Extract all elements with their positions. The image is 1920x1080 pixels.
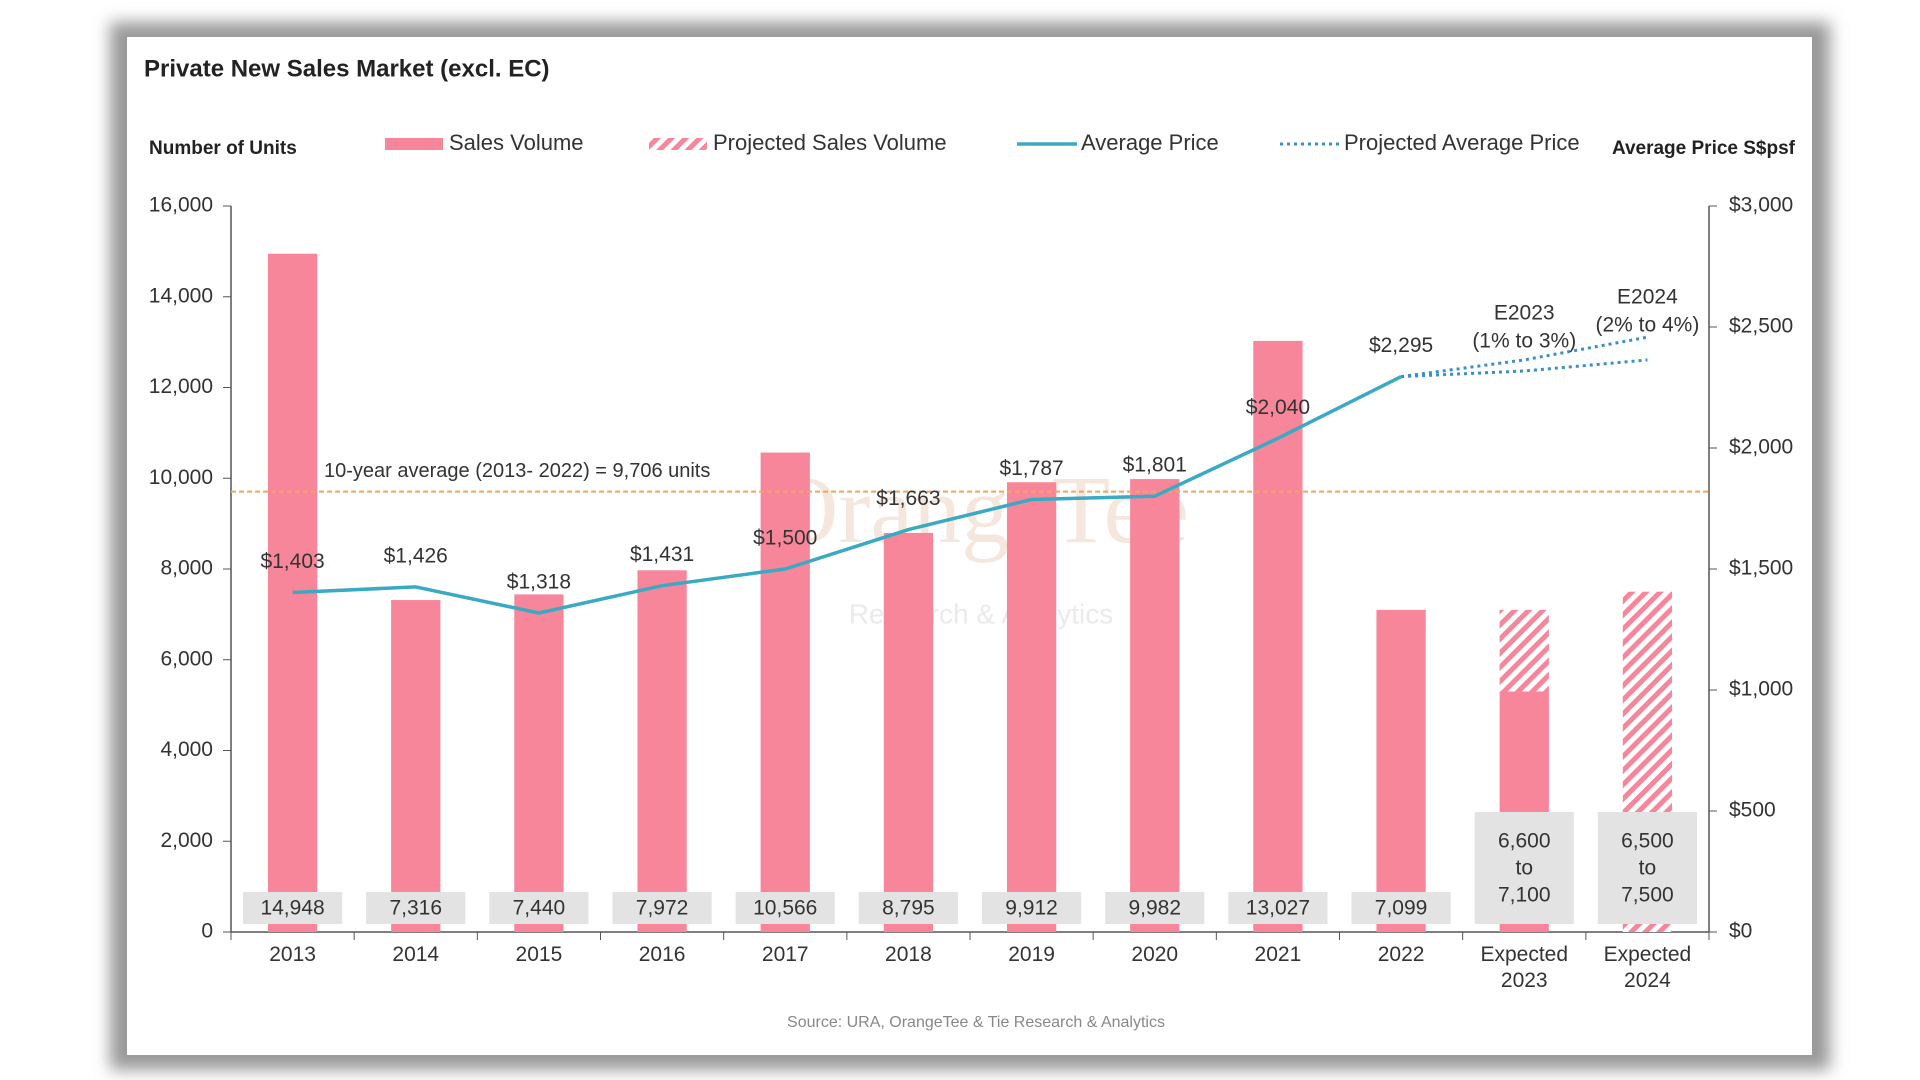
y2-tick-label: $0 — [1729, 920, 1752, 943]
x-tick-label: 2013 — [269, 943, 316, 966]
price-label: $1,318 — [507, 571, 571, 594]
source: Source: URA, OrangeTee & Tie Research & … — [787, 1014, 1165, 1031]
range-label-box — [1597, 812, 1697, 924]
x-tick-label: 2017 — [761, 943, 809, 966]
range-label: 6,500 — [1621, 830, 1674, 853]
bar — [883, 532, 934, 932]
legend-label: Sales Volume — [449, 130, 584, 155]
y-tick-label: 4,000 — [160, 738, 213, 761]
range-label: 7,500 — [1621, 884, 1674, 907]
price-label: $2,295 — [1369, 334, 1433, 357]
volume-label: 7,972 — [636, 897, 689, 920]
legend-label: Projected Sales Volume — [713, 130, 947, 155]
x-tick-label: 2018 — [885, 943, 932, 966]
volume-label-box — [982, 892, 1082, 924]
y-tick-label: 12,000 — [149, 375, 213, 398]
y2-tick-label: $3,000 — [1729, 194, 1793, 217]
legend-label: Projected Average Price — [1344, 130, 1580, 155]
x-tick-label: 2016 — [638, 943, 686, 966]
projected-price-low — [1401, 358, 1648, 379]
volume-label-box — [489, 892, 589, 924]
average-label: 10-year average (2013- 2022) = 9,706 uni… — [324, 460, 710, 482]
volume-label: 9,912 — [1005, 897, 1058, 920]
projection-note: E2024 — [1617, 286, 1678, 309]
volume-label: 7,316 — [389, 897, 442, 920]
volume-label: 9,982 — [1128, 897, 1181, 920]
price-label: $1,403 — [260, 550, 324, 573]
x-tick-label: 2022 — [1377, 943, 1425, 966]
x-tick-label: Expected 2023 — [1480, 943, 1569, 992]
bar — [760, 452, 810, 932]
bar — [1006, 482, 1057, 932]
bar — [1376, 609, 1426, 932]
y-tick-label: 8,000 — [160, 557, 213, 580]
x-tick-label: 2020 — [1131, 943, 1179, 966]
y-tick-label: 16,000 — [149, 194, 213, 217]
volume-label-box — [1105, 892, 1205, 924]
y2-tick-label: $1,000 — [1729, 678, 1793, 701]
legend-swatch — [385, 138, 443, 150]
y2-tick-label: $500 — [1729, 799, 1776, 822]
volume-label-box — [858, 892, 958, 924]
price-label: $1,426 — [384, 544, 448, 567]
projection-note: (2% to 4%) — [1595, 314, 1699, 337]
bar — [391, 600, 441, 932]
volume-label: 8,795 — [882, 897, 935, 920]
y-axis-label: Number of Units — [149, 138, 297, 159]
y2-tick-label: $1,500 — [1729, 557, 1793, 580]
y-tick-label: 14,000 — [149, 284, 213, 307]
volume-label: 10,566 — [753, 897, 817, 920]
range-label-box — [1474, 812, 1574, 924]
range-label: 6,600 — [1498, 830, 1551, 853]
volume-label: 13,027 — [1246, 897, 1310, 920]
price-label: $1,787 — [999, 457, 1063, 480]
y2-tick-label: $2,000 — [1729, 436, 1793, 459]
chart-title: Private New Sales Market (excl. EC) — [144, 55, 550, 82]
y-tick-label: 6,000 — [160, 647, 213, 670]
volume-label-box — [1228, 892, 1328, 924]
volume-label: 7,099 — [1375, 897, 1428, 920]
volume-label-box — [243, 892, 343, 924]
watermark: OrangeTee — [769, 456, 1189, 563]
price-label: $1,500 — [753, 527, 817, 550]
hatched-bar — [1499, 609, 1549, 692]
x-tick-label: Expected 2024 — [1603, 943, 1692, 992]
x-tick-label: 2019 — [1008, 943, 1055, 966]
bar — [514, 594, 564, 932]
price-label: $1,663 — [876, 487, 940, 510]
price-label: $2,040 — [1246, 396, 1310, 419]
volume-label: 14,948 — [260, 897, 324, 920]
bar — [637, 570, 687, 932]
bar — [1130, 479, 1180, 932]
legend-swatch — [649, 138, 707, 150]
price-label: $1,431 — [630, 543, 694, 566]
projection-note: (1% to 3%) — [1472, 330, 1576, 353]
range-label: to — [1639, 857, 1657, 880]
legend-label: Average Price — [1081, 130, 1219, 155]
y-tick-label: 0 — [201, 920, 213, 943]
volume-label-box — [612, 892, 712, 924]
y-tick-label: 10,000 — [149, 466, 213, 489]
range-label: to — [1515, 857, 1533, 880]
x-tick-label: 2015 — [515, 943, 563, 966]
volume-label: 7,440 — [513, 897, 566, 920]
x-tick-label: 2014 — [392, 943, 440, 966]
x-tick-label: 2021 — [1254, 943, 1302, 966]
volume-label-box — [735, 892, 835, 924]
price-line — [292, 375, 1402, 615]
y-tick-label: 2,000 — [160, 829, 213, 852]
volume-label-box — [366, 892, 466, 924]
volume-label-box — [1351, 892, 1451, 924]
projection-note: E2023 — [1494, 302, 1555, 325]
y2-tick-label: $2,500 — [1729, 315, 1793, 338]
price-label: $1,801 — [1123, 454, 1187, 477]
range-label: 7,100 — [1498, 884, 1551, 907]
y2-axis-label: Average Price S$psf — [1612, 138, 1796, 159]
